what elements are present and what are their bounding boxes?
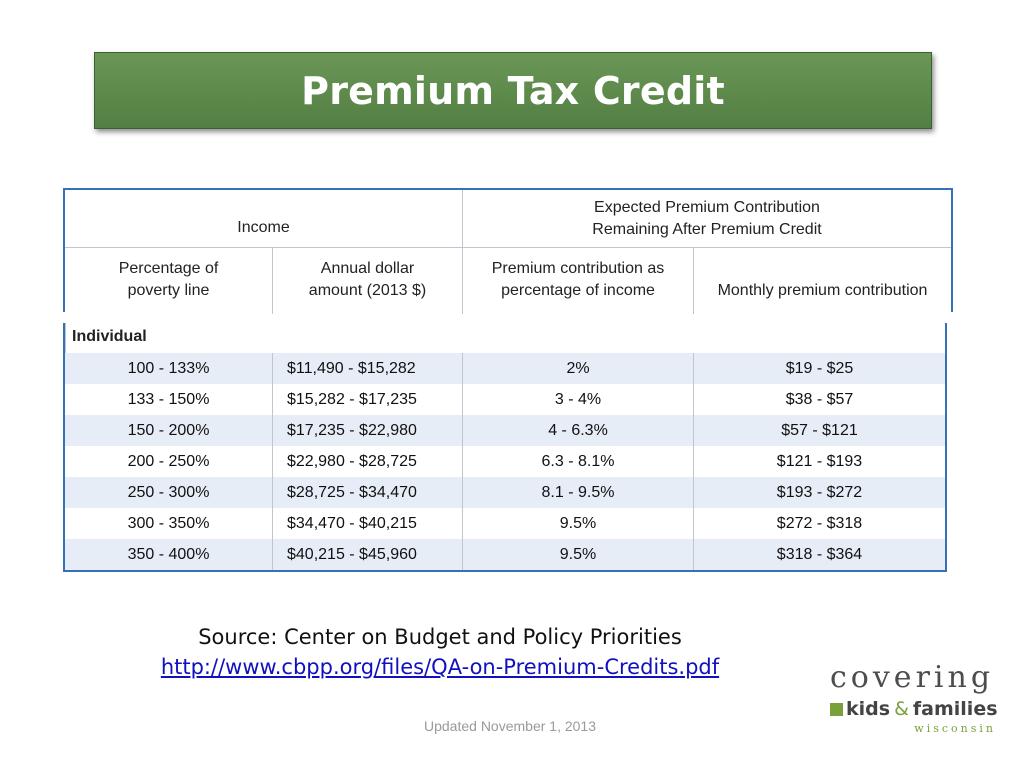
logo-square-icon bbox=[830, 702, 843, 716]
source-link[interactable]: http://www.cbpp.org/files/QA-on-Premium-… bbox=[160, 655, 720, 679]
header-expected-line1: Expected Premium Contribution bbox=[594, 198, 820, 216]
column-divider bbox=[693, 353, 694, 570]
slide-title-bar: Premium Tax Credit bbox=[94, 52, 932, 129]
table-row: 100 - 133% $11,490 - $15,282 2% $19 - $2… bbox=[65, 353, 945, 384]
header-col3-line2: percentage of income bbox=[501, 282, 655, 299]
header-income: Income bbox=[237, 218, 290, 236]
cell-monthly: $318 - $364 bbox=[776, 545, 863, 563]
cell-pct: 3 - 4% bbox=[554, 390, 602, 408]
table-row: 150 - 200% $17,235 - $22,980 4 - 6.3% $5… bbox=[65, 415, 945, 446]
cell-poverty: 300 - 350% bbox=[127, 514, 210, 532]
cell-dollars: $11,490 - $15,282 bbox=[287, 359, 416, 377]
cell-dollars: $40,215 - $45,960 bbox=[287, 545, 417, 563]
cell-dollars: $17,235 - $22,980 bbox=[287, 421, 417, 439]
header-expected-line2: Remaining After Premium Credit bbox=[592, 220, 822, 238]
header-expected-contribution: Expected Premium Contribution Remaining … bbox=[463, 190, 951, 247]
logo-kids-families: kids & families bbox=[830, 698, 998, 720]
cell-dollars: $28,725 - $34,470 bbox=[287, 483, 417, 501]
header-divider bbox=[65, 247, 951, 248]
header-poverty-line: Percentage of poverty line bbox=[65, 248, 272, 312]
cell-pct: 9.5% bbox=[559, 545, 597, 563]
header-col3-line1: Premium contribution as bbox=[491, 260, 665, 277]
covering-kids-families-logo: covering kids & families wisconsin bbox=[826, 660, 1006, 740]
header-divider bbox=[462, 190, 463, 314]
column-divider bbox=[272, 353, 273, 570]
cell-pct: 2% bbox=[566, 359, 590, 377]
header-divider bbox=[693, 247, 694, 314]
cell-monthly: $57 - $121 bbox=[781, 421, 858, 439]
cell-poverty: 100 - 133% bbox=[127, 359, 210, 377]
table-header: Income Expected Premium Contribution Rem… bbox=[63, 188, 953, 314]
cell-pct: 6.3 - 8.1% bbox=[541, 452, 615, 470]
column-divider bbox=[462, 353, 463, 570]
logo-kids-text: kids bbox=[846, 698, 891, 720]
cell-poverty: 150 - 200% bbox=[127, 421, 210, 439]
header-contribution-pct: Premium contribution as percentage of in… bbox=[463, 248, 693, 312]
logo-amp-text: & bbox=[894, 698, 909, 720]
cell-monthly: $38 - $57 bbox=[785, 390, 854, 408]
slide-title: Premium Tax Credit bbox=[301, 68, 725, 113]
header-divider bbox=[272, 247, 273, 314]
cell-poverty: 133 - 150% bbox=[127, 390, 210, 408]
header-col2-line1: Annual dollar bbox=[320, 260, 415, 277]
logo-state-text: wisconsin bbox=[914, 722, 996, 735]
cell-dollars: $15,282 - $17,235 bbox=[287, 390, 417, 408]
table-body: Individual 100 - 133% $11,490 - $15,282 … bbox=[63, 323, 947, 572]
cell-poverty: 200 - 250% bbox=[127, 452, 210, 470]
cell-dollars: $34,470 - $40,215 bbox=[287, 514, 417, 532]
header-annual-dollar: Annual dollar amount (2013 $) bbox=[273, 248, 462, 312]
group-label: Individual bbox=[72, 328, 147, 345]
group-row-individual: Individual bbox=[65, 323, 946, 353]
header-monthly-contribution: Monthly premium contribution bbox=[717, 282, 928, 299]
header-col2-line2: amount (2013 $) bbox=[308, 282, 427, 299]
updated-date: Updated November 1, 2013 bbox=[424, 718, 596, 734]
cell-monthly: $272 - $318 bbox=[776, 514, 863, 532]
cell-monthly: $193 - $272 bbox=[776, 483, 863, 501]
source-text: Source: Center on Budget and Policy Prio… bbox=[198, 625, 682, 649]
cell-pct: 8.1 - 9.5% bbox=[541, 483, 615, 501]
table-row: 200 - 250% $22,980 - $28,725 6.3 - 8.1% … bbox=[65, 446, 945, 477]
header-col1-line1: Percentage of bbox=[118, 260, 219, 277]
table-row: 133 - 150% $15,282 - $17,235 3 - 4% $38 … bbox=[65, 384, 945, 415]
cell-pct: 9.5% bbox=[559, 514, 597, 532]
cell-pct: 4 - 6.3% bbox=[548, 421, 608, 439]
source-citation: Source: Center on Budget and Policy Prio… bbox=[60, 622, 820, 682]
cell-poverty: 350 - 400% bbox=[127, 545, 210, 563]
header-col1-line2: poverty line bbox=[127, 282, 210, 299]
cell-monthly: $19 - $25 bbox=[785, 359, 854, 377]
cell-monthly: $121 - $193 bbox=[776, 452, 863, 470]
logo-families-text: families bbox=[912, 698, 998, 720]
cell-dollars: $22,980 - $28,725 bbox=[287, 452, 417, 470]
table-row: 300 - 350% $34,470 - $40,215 9.5% $272 -… bbox=[65, 508, 945, 539]
cell-poverty: 250 - 300% bbox=[127, 483, 210, 501]
table-row: 350 - 400% $40,215 - $45,960 9.5% $318 -… bbox=[65, 539, 945, 570]
logo-covering-text: covering bbox=[830, 660, 995, 695]
table-row: 250 - 300% $28,725 - $34,470 8.1 - 9.5% … bbox=[65, 477, 945, 508]
